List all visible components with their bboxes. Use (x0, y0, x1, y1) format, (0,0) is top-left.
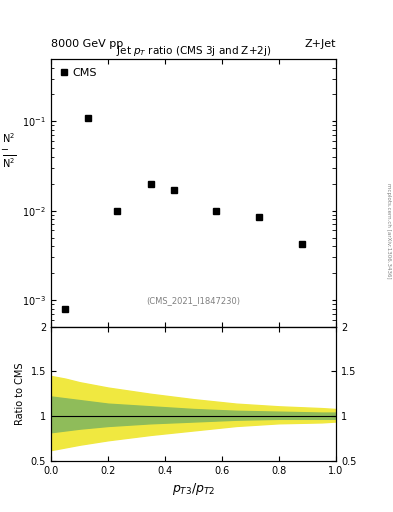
Legend: CMS: CMS (57, 65, 100, 81)
Text: $\overline{\mathrm{N}^2}$: $\overline{\mathrm{N}^2}$ (2, 153, 16, 169)
Y-axis label: Ratio to CMS: Ratio to CMS (15, 362, 25, 425)
Text: mcplots.cern.ch [arXiv:1306.3436]: mcplots.cern.ch [arXiv:1306.3436] (386, 183, 391, 278)
Text: Jet $p_T$ ratio (CMS 3j and Z+2j): Jet $p_T$ ratio (CMS 3j and Z+2j) (116, 44, 271, 57)
X-axis label: $p_{T3}/p_{T2}$: $p_{T3}/p_{T2}$ (172, 481, 215, 497)
Text: ─: ─ (1, 145, 7, 155)
Text: 8000 GeV pp: 8000 GeV pp (51, 38, 123, 49)
Text: $\mathrm{N}^2$: $\mathrm{N}^2$ (2, 132, 15, 145)
Text: (CMS_2021_I1847230): (CMS_2021_I1847230) (147, 296, 241, 305)
Text: Z+Jet: Z+Jet (305, 38, 336, 49)
